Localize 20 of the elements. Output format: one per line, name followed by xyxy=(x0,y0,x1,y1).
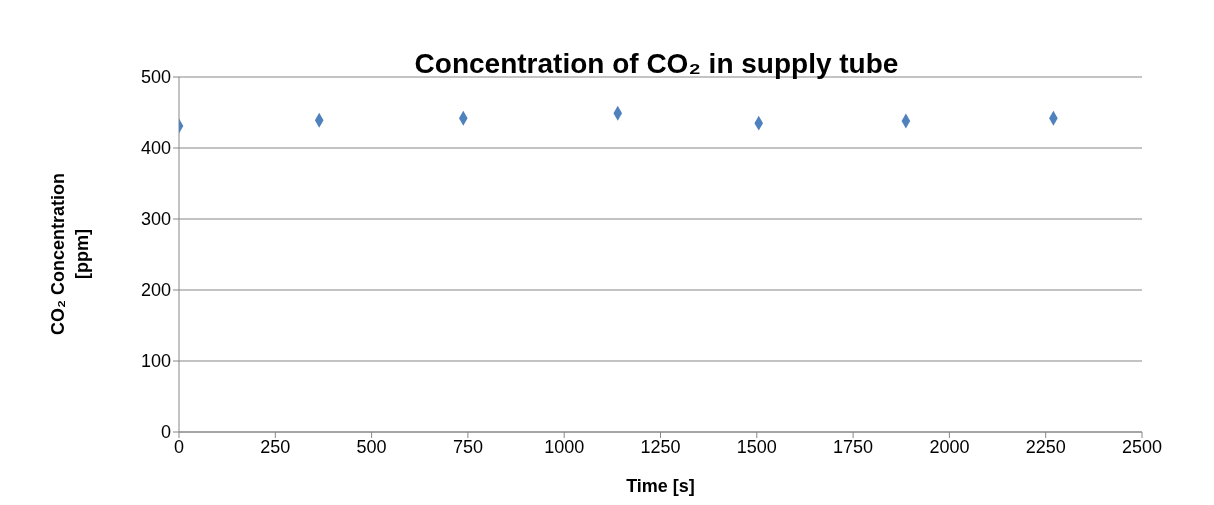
x-tick-label: 500 xyxy=(356,436,387,457)
y-tick-label: 0 xyxy=(160,422,171,443)
x-tick-label: 1750 xyxy=(833,436,874,457)
y-tick-label: 100 xyxy=(140,351,171,372)
y-tick-label: 400 xyxy=(140,138,171,159)
x-tick-label: 2250 xyxy=(1025,436,1066,457)
y-tick-label: 300 xyxy=(140,209,171,230)
y-axis-title: CO₂ Concentration [ppm] xyxy=(48,173,92,335)
y-tick-label: 500 xyxy=(140,67,171,88)
x-tick-label: 1000 xyxy=(544,436,585,457)
x-tick-label: 1250 xyxy=(640,436,681,457)
x-tick-label: 0 xyxy=(173,436,185,457)
x-tick-label: 1500 xyxy=(736,436,777,457)
x-tick-label: 750 xyxy=(452,436,483,457)
x-tick-label: 250 xyxy=(260,436,291,457)
x-tick-label: 2000 xyxy=(929,436,970,457)
x-axis-title: Time [s] xyxy=(626,476,695,496)
x-tick-label: 2500 xyxy=(1121,436,1163,457)
y-tick-label: 200 xyxy=(140,280,171,301)
chart-title: Concentration of CO₂ in supply tube xyxy=(413,48,900,80)
